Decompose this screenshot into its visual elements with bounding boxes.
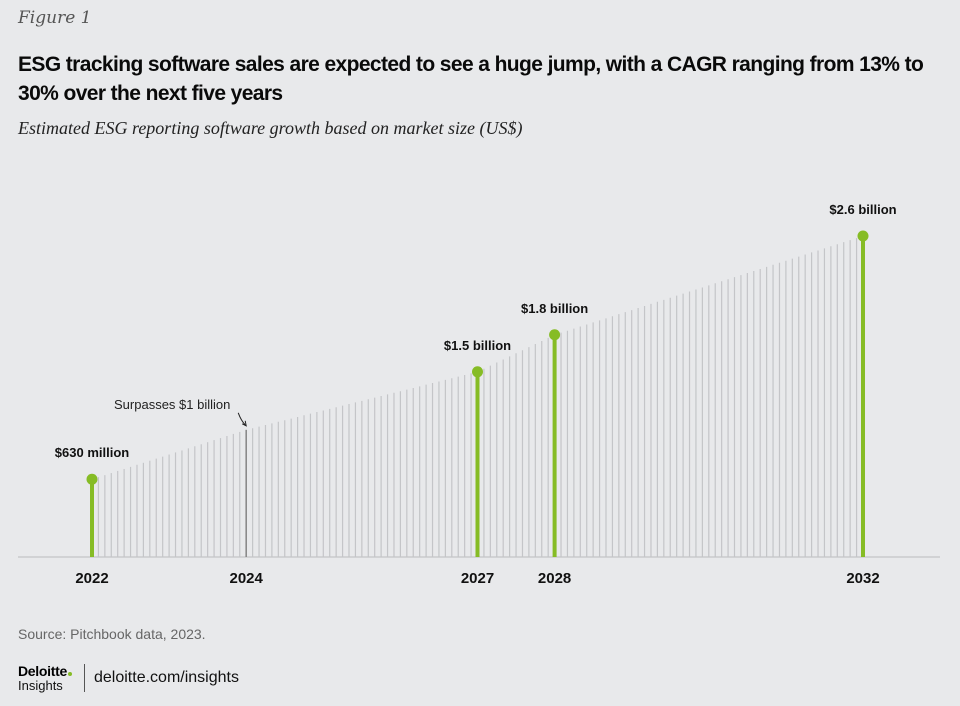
annotation-arrowhead-icon	[241, 420, 247, 427]
monthly-lines	[97, 238, 858, 557]
value-label: $1.8 billion	[521, 301, 588, 316]
highlight-layer	[86, 230, 869, 557]
source-note: Source: Pitchbook data, 2023.	[18, 626, 206, 642]
logo-brand: Deloitte	[18, 663, 67, 679]
x-tick-label: 2028	[538, 570, 571, 587]
highlight-dot	[549, 329, 561, 341]
highlight-dot	[86, 473, 98, 485]
chart-title: ESG tracking software sales are expected…	[18, 53, 924, 105]
value-label: $2.6 billion	[829, 202, 896, 217]
deloitte-insights-logo: Deloitte Insights	[18, 664, 72, 693]
annotation-arrow-icon	[237, 412, 246, 426]
value-label: $630 million	[55, 445, 129, 460]
highlight-dot	[472, 366, 483, 378]
highlight-dot	[857, 230, 869, 242]
value-label: $1.5 billion	[444, 338, 511, 353]
logo-divider	[84, 664, 85, 692]
chart-subtitle: Estimated ESG reporting software growth …	[18, 118, 523, 138]
logo-dot-icon	[67, 672, 72, 676]
logo-sub: Insights	[18, 678, 63, 693]
figure-label: Figure 1	[18, 8, 92, 28]
x-tick-label: 2022	[75, 570, 108, 587]
x-tick-label: 2024	[230, 570, 264, 587]
x-tick-label: 2027	[461, 570, 494, 587]
deloitte-insights-link[interactable]: deloitte.com/insights	[94, 669, 239, 686]
annotation-label: Surpasses $1 billion	[114, 397, 230, 412]
label-layer: $630 million $1.5 billion $1.8 billion $2.6…	[55, 202, 897, 587]
x-tick-label: 2032	[846, 570, 879, 587]
